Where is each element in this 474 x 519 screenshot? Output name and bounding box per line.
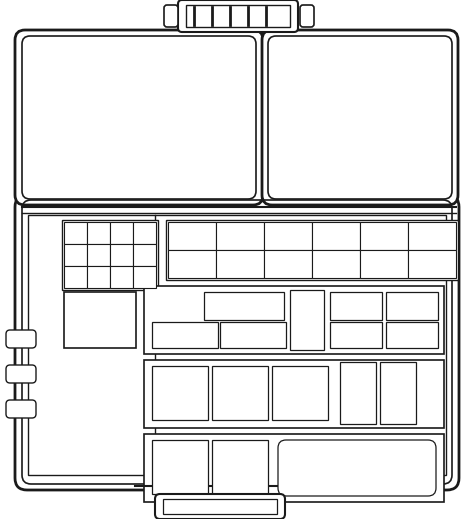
Bar — [216, 250, 264, 278]
Text: 3: 3 — [118, 228, 124, 238]
Bar — [360, 222, 408, 250]
Text: RELAY 01: RELAY 01 — [226, 302, 262, 310]
Text: 2: 2 — [96, 228, 101, 238]
Bar — [204, 292, 284, 320]
Bar — [152, 322, 218, 348]
Bar — [290, 290, 324, 350]
Bar — [312, 250, 360, 278]
Text: RELAY
14: RELAY 14 — [165, 456, 195, 478]
Text: RELAY 07: RELAY 07 — [394, 331, 430, 339]
Text: RELAY
13: RELAY 13 — [285, 382, 315, 404]
Text: 4: 4 — [142, 228, 147, 238]
Text: 23: 23 — [377, 259, 391, 269]
Bar — [220, 322, 286, 348]
Bar — [64, 222, 87, 244]
Bar — [272, 366, 328, 420]
Bar — [212, 440, 268, 494]
Bar — [144, 434, 444, 502]
Text: 15: 15 — [281, 231, 295, 241]
Bar — [330, 292, 382, 320]
FancyBboxPatch shape — [278, 440, 436, 496]
FancyBboxPatch shape — [164, 5, 178, 27]
Bar — [380, 362, 416, 424]
Bar — [110, 266, 133, 288]
Bar — [28, 215, 446, 475]
Bar — [144, 360, 444, 428]
Text: 14: 14 — [233, 231, 247, 241]
Text: 7: 7 — [118, 251, 124, 260]
Bar — [330, 322, 382, 348]
Text: RELAY
08: RELAY 08 — [352, 382, 365, 404]
Text: 16: 16 — [329, 231, 343, 241]
Text: RELAY
11: RELAY 11 — [165, 382, 195, 404]
Bar — [386, 322, 438, 348]
Text: RELAY 03: RELAY 03 — [394, 302, 430, 310]
Text: 17: 17 — [377, 231, 391, 241]
Bar — [64, 292, 136, 348]
Text: RELAY
15: RELAY 15 — [225, 456, 255, 478]
Text: RELAY 06: RELAY 06 — [338, 331, 374, 339]
Bar — [64, 266, 87, 288]
Text: 1: 1 — [73, 228, 78, 238]
Text: RELAY 05: RELAY 05 — [235, 331, 271, 339]
Bar — [264, 250, 312, 278]
Bar — [216, 222, 264, 250]
Bar — [133, 244, 156, 266]
Bar — [163, 499, 277, 514]
Bar — [264, 222, 312, 250]
Text: RELAY 04: RELAY 04 — [167, 331, 203, 339]
Text: 10: 10 — [93, 272, 104, 281]
Bar — [340, 362, 376, 424]
Bar — [360, 250, 408, 278]
Text: 11: 11 — [116, 272, 127, 281]
Bar — [168, 250, 216, 278]
Bar — [152, 366, 208, 420]
Text: 21: 21 — [281, 259, 295, 269]
Text: RELAY
09: RELAY 09 — [392, 382, 404, 404]
Bar — [133, 222, 156, 244]
Bar — [110, 244, 133, 266]
Bar — [166, 220, 458, 280]
Text: 12: 12 — [139, 272, 150, 281]
Text: RELAY
12: RELAY 12 — [225, 382, 255, 404]
FancyBboxPatch shape — [6, 330, 36, 348]
Text: 13: 13 — [185, 231, 199, 241]
Text: 20: 20 — [233, 259, 247, 269]
Bar — [110, 222, 133, 244]
FancyBboxPatch shape — [6, 400, 36, 418]
Bar — [186, 5, 290, 27]
Bar — [312, 222, 360, 250]
Bar — [168, 222, 216, 250]
Text: RELAY 02: RELAY 02 — [338, 302, 374, 310]
FancyBboxPatch shape — [300, 5, 314, 27]
Bar — [64, 244, 87, 266]
Bar — [133, 266, 156, 288]
Bar — [386, 292, 438, 320]
Text: 19: 19 — [185, 259, 199, 269]
FancyBboxPatch shape — [178, 0, 298, 32]
FancyBboxPatch shape — [155, 494, 285, 519]
Text: 6: 6 — [96, 251, 101, 260]
FancyBboxPatch shape — [262, 30, 458, 205]
FancyBboxPatch shape — [15, 195, 459, 490]
Bar — [87, 266, 110, 288]
Text: 24: 24 — [425, 259, 439, 269]
Bar — [144, 286, 444, 354]
Text: 18: 18 — [425, 231, 439, 241]
Bar — [408, 222, 456, 250]
Bar — [212, 366, 268, 420]
Text: 22: 22 — [329, 259, 343, 269]
Text: 9: 9 — [73, 272, 78, 281]
Text: DIODE: DIODE — [304, 309, 310, 331]
Text: 5: 5 — [73, 251, 78, 260]
Text: RELAY
10: RELAY 10 — [84, 309, 116, 331]
Bar — [87, 222, 110, 244]
Bar — [408, 250, 456, 278]
Bar — [62, 220, 158, 290]
Text: 8: 8 — [142, 251, 147, 260]
FancyBboxPatch shape — [15, 30, 263, 205]
Bar — [87, 244, 110, 266]
Bar — [152, 440, 208, 494]
FancyBboxPatch shape — [6, 365, 36, 383]
